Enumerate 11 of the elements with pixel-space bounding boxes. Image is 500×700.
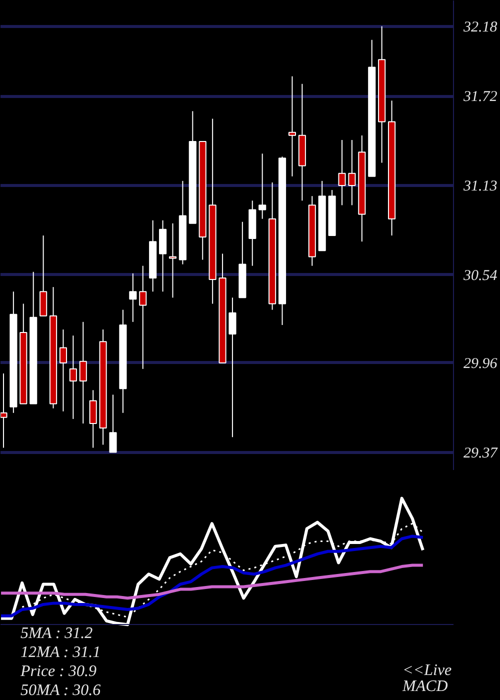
y-tick-label: 29.96 <box>464 356 498 372</box>
y-tick-label: 31.72 <box>462 89 498 106</box>
text: Price : 30.9 <box>20 663 96 680</box>
y-tick-label: 31.13 <box>462 178 498 194</box>
text: 12MA : 31.1 <box>20 644 101 661</box>
text: 50MA : 30.6 <box>20 682 101 699</box>
text: <<Live MACD <box>402 662 452 695</box>
text: 5MA : 31.2 <box>20 625 93 642</box>
y-tick-label: 30.54 <box>462 268 498 284</box>
y-tick-label: 29.37 <box>464 445 499 462</box>
y-tick-label: 32.18 <box>462 19 498 36</box>
